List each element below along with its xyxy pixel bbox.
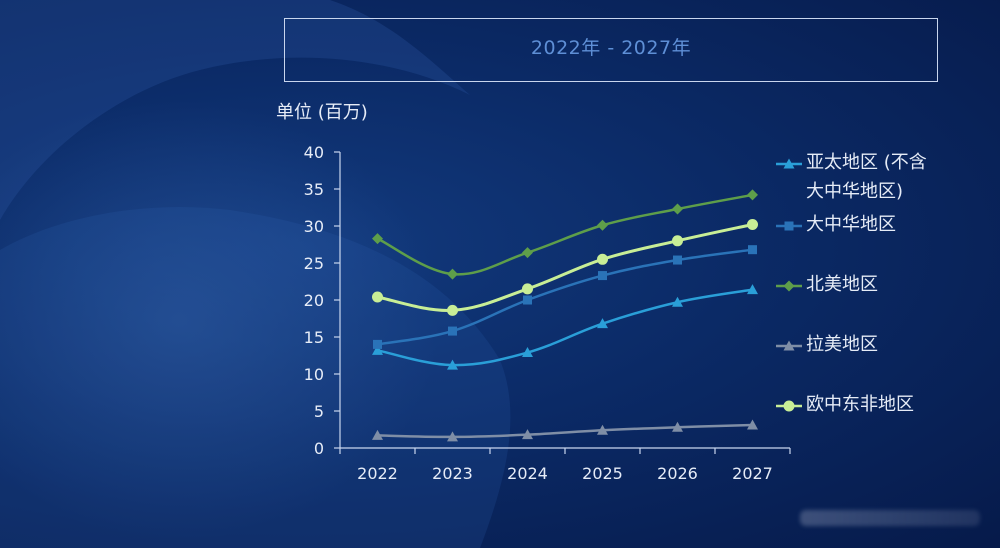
y-tick-label: 5: [314, 402, 324, 421]
data-point-series-2: [447, 268, 458, 280]
data-point-series-1: [523, 295, 532, 305]
legend-label-line: 大中华地区: [806, 214, 896, 235]
legend-label-line: 拉美地区: [806, 334, 878, 355]
legend-label: 大中华地区: [806, 210, 896, 239]
x-tick-label: 2022: [357, 464, 398, 483]
x-tick-label: 2024: [507, 464, 548, 483]
legend-label: 亚太地区 (不含 大中华地区): [806, 148, 927, 206]
legend-item: 拉美地区: [776, 332, 878, 359]
legend-label: 北美地区: [806, 270, 878, 299]
data-point-series-3: [522, 429, 533, 440]
series-line-0: [376, 288, 754, 367]
data-point-series-0: [447, 359, 458, 370]
data-point-series-2: [522, 247, 533, 259]
legend-marker: [776, 400, 802, 412]
data-point-series-2: [372, 233, 383, 245]
data-point-series-4: [672, 235, 683, 247]
legend-marker: [776, 221, 802, 231]
chart-title: 2022年 - 2027年: [530, 37, 692, 59]
data-point-series-4: [747, 219, 758, 231]
x-tick-label: 2023: [432, 464, 473, 483]
data-point-series-3: [747, 419, 758, 430]
data-point-series-2: [597, 219, 608, 231]
legend-item: 欧中东非地区: [776, 392, 914, 419]
x-tick-label: 2026: [657, 464, 698, 483]
data-point-series-1: [448, 326, 457, 336]
legend-symbol: [783, 400, 795, 412]
y-tick-label: 10: [304, 365, 324, 384]
data-point-series-0: [672, 296, 683, 307]
series-line-4: [376, 223, 754, 312]
legend-label-line: 亚太地区 (不含: [806, 152, 927, 173]
legend-item: 北美地区: [776, 272, 878, 299]
series-line-1: [376, 248, 754, 346]
data-point-series-4: [597, 253, 608, 265]
data-point-series-4: [372, 291, 383, 303]
data-point-series-0: [597, 318, 608, 329]
data-point-series-3: [672, 421, 683, 432]
data-point-series-0: [522, 347, 533, 358]
legend-label: 拉美地区: [806, 330, 878, 359]
data-point-series-3: [372, 429, 383, 440]
legend-item: 亚太地区 (不含 大中华地区): [776, 150, 927, 206]
series-line-3: [376, 423, 754, 439]
data-point-series-1: [373, 339, 382, 349]
data-point-series-4: [447, 304, 458, 316]
y-tick-label: 40: [304, 143, 324, 162]
watermark: [800, 510, 980, 526]
y-tick-label: 20: [304, 291, 324, 310]
data-point-series-1: [748, 245, 757, 255]
x-tick-label: 2025: [582, 464, 623, 483]
y-tick-label: 35: [304, 180, 324, 199]
legend-symbol: [784, 221, 794, 231]
legend-label-line: 大中华地区): [806, 181, 904, 202]
data-point-series-1: [598, 271, 607, 281]
title-box: 2022年 - 2027年: [284, 18, 938, 82]
y-axis-unit-label: 单位 (百万): [276, 102, 368, 123]
y-tick-label: 30: [304, 217, 324, 236]
data-point-series-4: [522, 283, 533, 295]
legend-symbol: [783, 158, 795, 169]
legend-label-line: 北美地区: [806, 274, 878, 295]
data-point-series-1: [673, 255, 682, 265]
data-point-series-3: [447, 431, 458, 442]
data-point-series-3: [597, 424, 608, 435]
legend-symbol: [783, 280, 795, 292]
legend-marker: [776, 158, 802, 169]
data-point-series-0: [747, 284, 758, 295]
y-tick-label: 0: [314, 439, 324, 458]
legend-item: 大中华地区: [776, 212, 896, 239]
legend-symbol: [783, 340, 795, 351]
y-tick-label: 25: [304, 254, 324, 273]
series-line-2: [376, 193, 754, 276]
legend-marker: [776, 280, 802, 292]
legend-marker: [776, 340, 802, 351]
x-tick-label: 2027: [732, 464, 773, 483]
y-tick-label: 15: [304, 328, 324, 347]
legend-label-line: 欧中东非地区: [806, 394, 914, 415]
data-point-series-0: [372, 344, 383, 355]
data-point-series-2: [747, 189, 758, 201]
data-point-series-2: [672, 203, 683, 215]
legend-label: 欧中东非地区: [806, 390, 914, 419]
